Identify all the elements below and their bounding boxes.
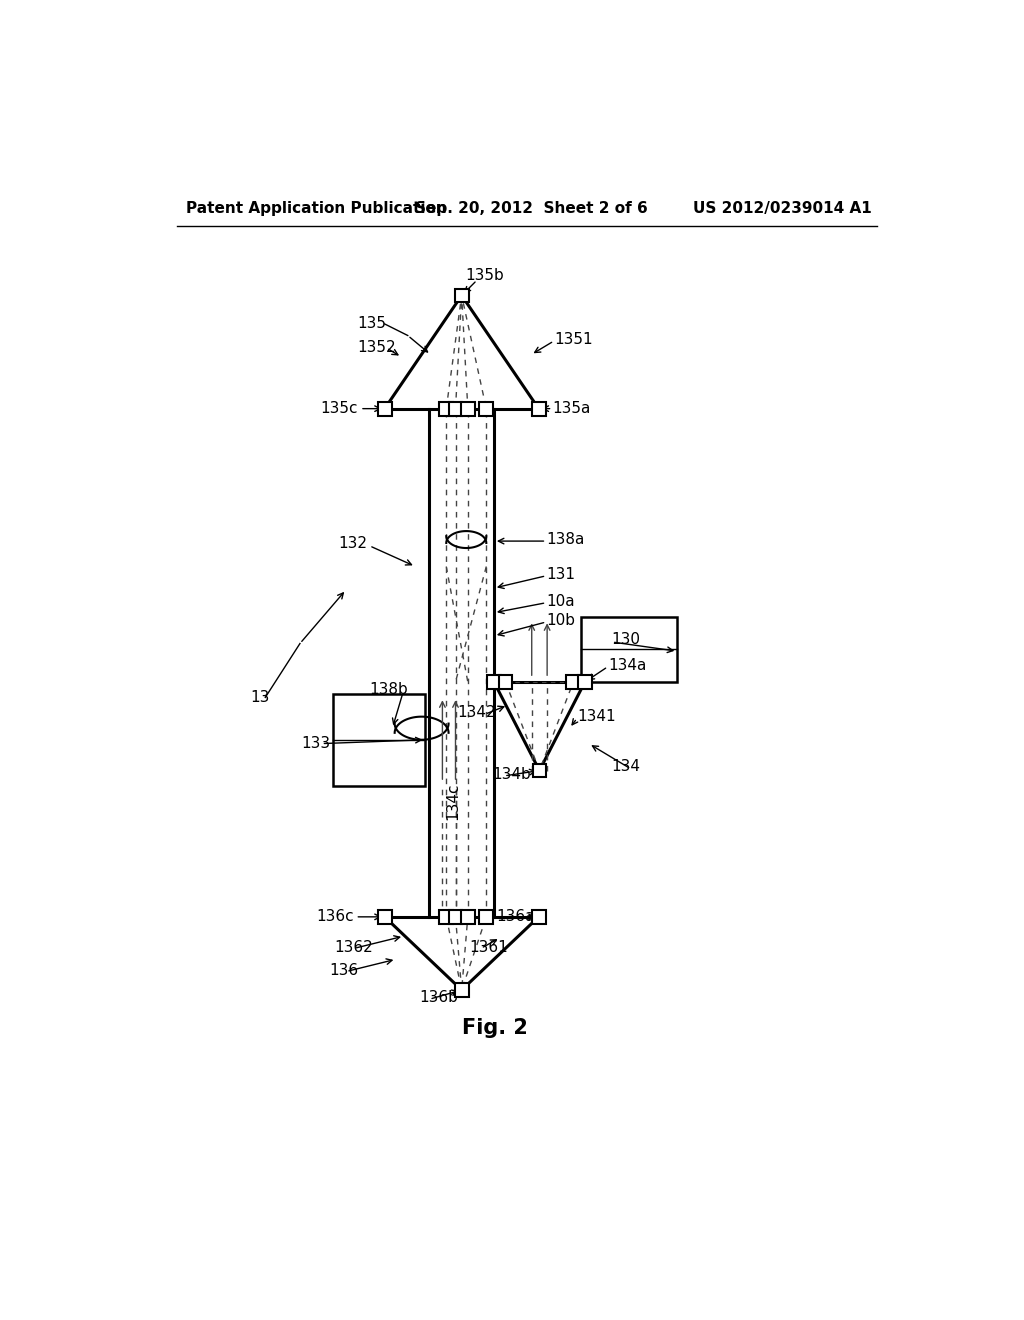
Text: 136c: 136c <box>316 909 354 924</box>
Bar <box>499 675 512 689</box>
Text: 135: 135 <box>357 317 387 331</box>
Text: US 2012/0239014 A1: US 2012/0239014 A1 <box>692 201 871 216</box>
Text: 136a: 136a <box>497 909 535 924</box>
Bar <box>455 983 469 997</box>
Bar <box>439 909 454 924</box>
Bar <box>455 289 469 302</box>
Text: 1352: 1352 <box>357 339 396 355</box>
Text: 134c: 134c <box>444 783 460 820</box>
Bar <box>449 401 463 416</box>
Text: 135c: 135c <box>321 401 357 416</box>
Text: 136: 136 <box>330 964 358 978</box>
Bar <box>449 909 463 924</box>
Bar <box>461 401 475 416</box>
Bar <box>531 909 546 924</box>
Text: 10a: 10a <box>547 594 575 609</box>
Text: 138a: 138a <box>547 532 585 546</box>
Bar <box>461 909 475 924</box>
Bar <box>378 909 391 924</box>
Text: 130: 130 <box>611 632 641 647</box>
Text: 1341: 1341 <box>578 709 615 725</box>
Bar <box>578 675 592 689</box>
Bar <box>487 675 501 689</box>
Bar <box>333 693 425 785</box>
Text: 134: 134 <box>611 759 641 775</box>
Text: 13: 13 <box>250 690 269 705</box>
Text: Fig. 2: Fig. 2 <box>462 1019 527 1039</box>
Text: 1361: 1361 <box>469 940 508 956</box>
Text: 1351: 1351 <box>554 331 593 347</box>
Text: 134a: 134a <box>608 657 646 673</box>
Text: Sep. 20, 2012  Sheet 2 of 6: Sep. 20, 2012 Sheet 2 of 6 <box>416 201 648 216</box>
Bar <box>479 401 494 416</box>
Text: 133: 133 <box>301 737 331 751</box>
Text: 10b: 10b <box>547 612 575 628</box>
Text: 136b: 136b <box>419 990 458 1006</box>
Bar <box>581 616 677 682</box>
Text: Patent Application Publication: Patent Application Publication <box>186 201 446 216</box>
Text: 135a: 135a <box>553 401 591 416</box>
Text: 135b: 135b <box>466 268 504 282</box>
Text: 1362: 1362 <box>335 940 374 956</box>
Bar <box>479 909 494 924</box>
Bar <box>378 401 391 416</box>
Text: 138b: 138b <box>370 682 408 697</box>
Text: 131: 131 <box>547 566 575 582</box>
Text: 1342: 1342 <box>458 705 497 721</box>
Bar <box>531 401 546 416</box>
Bar <box>566 675 581 689</box>
Text: 132: 132 <box>339 536 368 550</box>
Bar <box>439 401 454 416</box>
Text: 134b: 134b <box>493 767 531 781</box>
Bar <box>532 763 547 777</box>
